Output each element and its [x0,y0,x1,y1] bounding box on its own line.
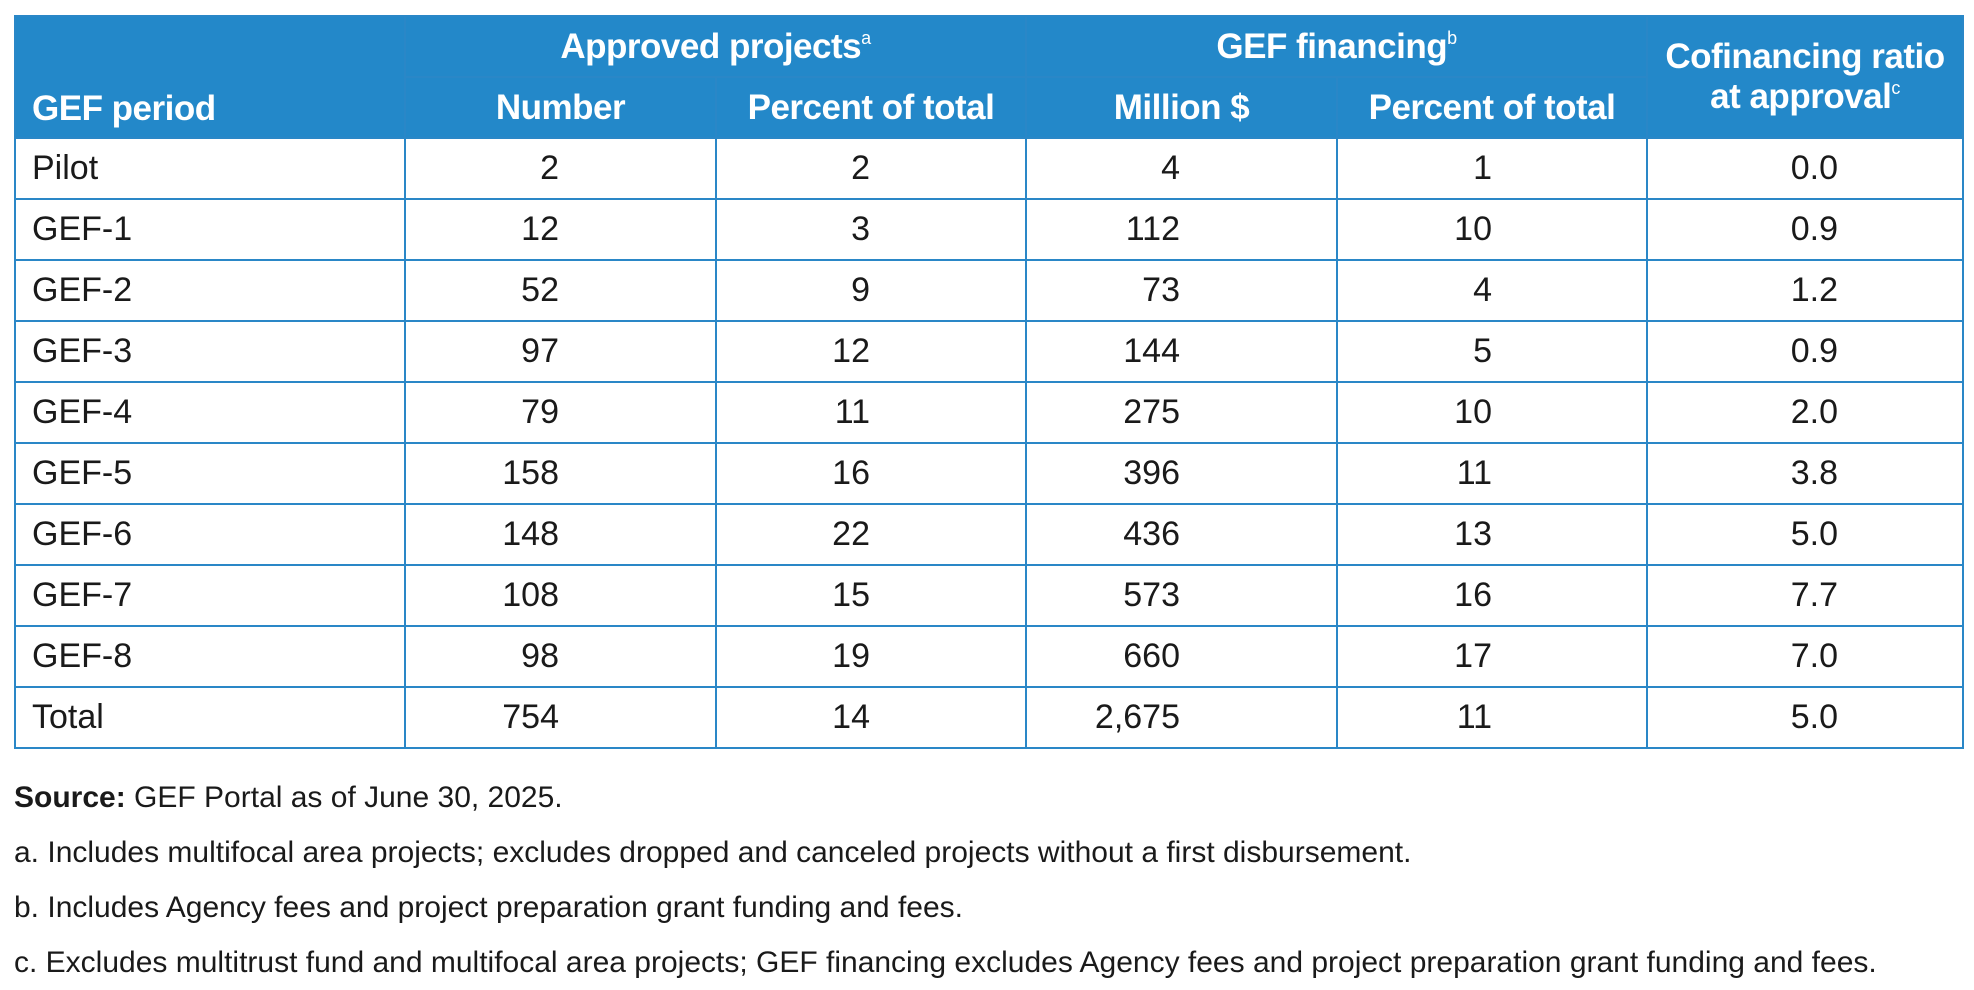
cell-number: 12 [404,198,717,261]
cell-percent-financing: 11 [1336,442,1648,505]
cell-number: 108 [404,564,717,627]
cell-cofinancing-ratio: 0.9 [1646,198,1964,261]
cell-million: 436 [1025,503,1338,566]
table-header: GEF period Approved projectsa GEF financ… [14,15,1964,139]
cell-percent-financing: 10 [1336,381,1648,444]
cell-cofinancing-ratio: 3.8 [1646,442,1964,505]
cell-cofinancing-ratio: 0.9 [1646,320,1964,383]
table-row: GEF-8 98 19 660 17 7.0 [14,625,1964,688]
cell-percent-projects: 2 [715,137,1027,200]
cell-million: 4 [1025,137,1338,200]
table-row: GEF-7 108 15 573 16 7.7 [14,564,1964,627]
cell-percent-financing: 16 [1336,564,1648,627]
table-row: Pilot 2 2 4 1 0.0 [14,137,1964,200]
cell-number: 148 [404,503,717,566]
cell-percent-projects: 11 [715,381,1027,444]
header-sub-row: Number Percent of total Million $ Percen… [15,76,1963,139]
header-group-row: GEF period Approved projectsa GEF financ… [14,15,1964,139]
cell-percent-financing: 13 [1336,503,1648,566]
cell-million: 112 [1025,198,1338,261]
cell-cofinancing-ratio: 5.0 [1646,503,1964,566]
footnote-marker-a: a [861,27,871,48]
cell-percent-financing: 10 [1336,198,1648,261]
source-text: GEF Portal as of June 30, 2025. [125,781,563,814]
footnote-c: c. Excludes multitrust fund and multifoc… [14,946,1877,979]
cell-period: GEF-1 [14,198,406,261]
cell-period: GEF-7 [14,564,406,627]
header-gef-financing: GEF financingb [1025,15,1648,78]
cell-cofinancing-ratio: 1.2 [1646,259,1964,322]
cell-cofinancing-ratio: 0.0 [1646,137,1964,200]
cell-million: 2,675 [1025,686,1338,749]
data-table-container: GEF period Approved projectsa GEF financ… [14,15,1964,749]
cell-period: GEF-5 [14,442,406,505]
ratio-head-line2: at approvalc [1710,77,1900,116]
header-percent-financing: Percent of total [1336,76,1648,139]
table-row: GEF-6 148 22 436 13 5.0 [14,503,1964,566]
source-note: Source: GEF Portal as of June 30, 2025. [14,770,1964,825]
source-label: Source: [14,781,126,814]
cell-number: 79 [404,381,717,444]
cell-period: GEF-4 [14,381,406,444]
header-cofinancing-ratio: Cofinancing ratio at approvalc [1646,15,1964,139]
footnote-a: a. Includes multifocal area projects; ex… [14,836,1412,869]
cell-million: 573 [1025,564,1338,627]
cell-percent-projects: 9 [715,259,1027,322]
cell-number: 2 [404,137,717,200]
cell-period: Pilot [14,137,406,200]
cell-percent-projects: 19 [715,625,1027,688]
footnote-marker-b: b [1447,27,1457,48]
cell-period: GEF-8 [14,625,406,688]
cell-million: 275 [1025,381,1338,444]
header-million: Million $ [1025,76,1338,139]
cell-period: GEF-3 [14,320,406,383]
cell-percent-projects: 12 [715,320,1027,383]
cell-percent-projects: 15 [715,564,1027,627]
table-row: GEF-5 158 16 396 11 3.8 [14,442,1964,505]
cell-percent-projects: 16 [715,442,1027,505]
gef-period-table: GEF period Approved projectsa GEF financ… [14,15,1964,749]
cell-cofinancing-ratio: 2.0 [1646,381,1964,444]
ratio-head-line1: Cofinancing ratio [1665,37,1945,76]
footnote-b: b. Includes Agency fees and project prep… [14,891,963,924]
cell-million: 396 [1025,442,1338,505]
table-row: Total 754 14 2,675 11 5.0 [14,686,1964,749]
cell-million: 660 [1025,625,1338,688]
cell-number: 52 [404,259,717,322]
header-number: Number [404,76,717,139]
cell-period: GEF-2 [14,259,406,322]
header-approved-projects: Approved projectsa [404,15,1027,78]
cell-percent-financing: 5 [1336,320,1648,383]
cell-period: GEF-6 [14,503,406,566]
cell-cofinancing-ratio: 7.0 [1646,625,1964,688]
header-gef-period: GEF period [14,15,406,139]
table-row: GEF-3 97 12 144 5 0.9 [14,320,1964,383]
cell-percent-projects: 22 [715,503,1027,566]
cell-percent-financing: 17 [1336,625,1648,688]
header-percent-projects: Percent of total [715,76,1027,139]
footnote-marker-c: c [1891,78,1900,98]
cell-percent-projects: 3 [715,198,1027,261]
table-body: Pilot 2 2 4 1 0.0 GEF-1 12 3 112 10 0.9 GEF-2 52 9 73 4 1… [14,137,1964,749]
cell-cofinancing-ratio: 5.0 [1646,686,1964,749]
cell-period: Total [14,686,406,749]
table-row: GEF-1 12 3 112 10 0.9 [14,198,1964,261]
cell-percent-projects: 14 [715,686,1027,749]
cell-percent-financing: 4 [1336,259,1648,322]
cell-number: 97 [404,320,717,383]
cell-million: 73 [1025,259,1338,322]
cell-number: 158 [404,442,717,505]
table-row: GEF-4 79 11 275 10 2.0 [14,381,1964,444]
cell-percent-financing: 11 [1336,686,1648,749]
table-notes: Source: GEF Portal as of June 30, 2025. … [14,770,1964,990]
table-row: GEF-2 52 9 73 4 1.2 [14,259,1964,322]
cell-cofinancing-ratio: 7.7 [1646,564,1964,627]
cell-number: 98 [404,625,717,688]
cell-number: 754 [404,686,717,749]
cell-million: 144 [1025,320,1338,383]
cell-percent-financing: 1 [1336,137,1648,200]
